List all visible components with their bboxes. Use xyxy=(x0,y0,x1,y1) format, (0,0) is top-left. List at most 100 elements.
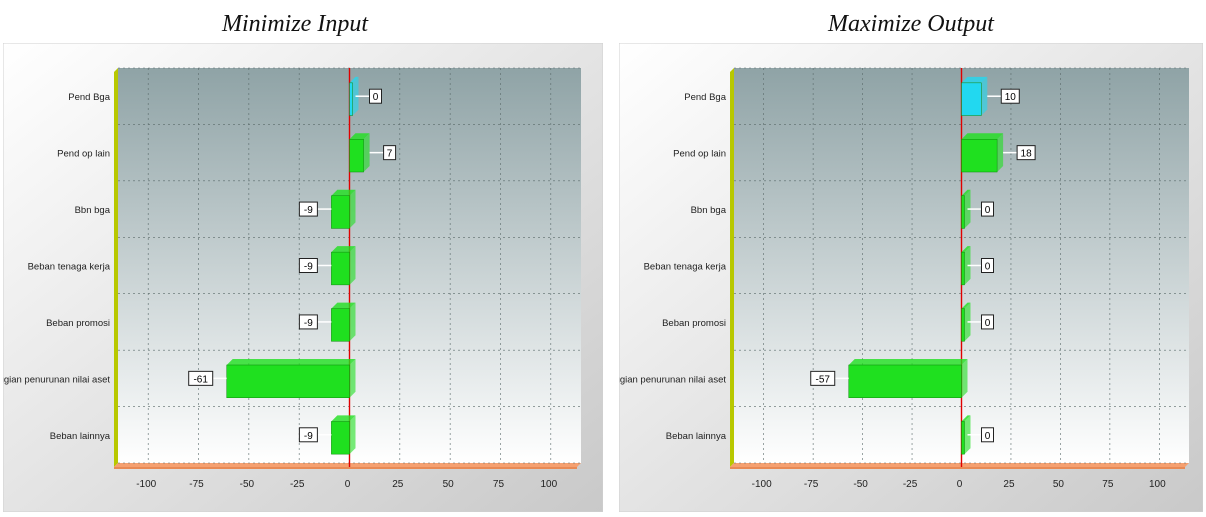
bar-front-face xyxy=(226,364,350,398)
category-label-beban-tenaga-kerja: Beban tenaga kerja xyxy=(28,262,111,273)
bar-top-face xyxy=(349,133,370,140)
data-label-box xyxy=(810,370,836,386)
bar-top-face xyxy=(961,246,971,253)
data-label-box xyxy=(298,314,318,330)
x-tick-label: -75 xyxy=(189,479,204,490)
bar-top-face xyxy=(848,358,968,365)
data-label: 0 xyxy=(985,318,991,329)
bar-top-face xyxy=(331,302,356,309)
bar-front-face xyxy=(961,139,998,173)
x-tick-label: -100 xyxy=(752,479,772,490)
bar-top-face xyxy=(961,133,1004,140)
category-label-beban-promosi: Beban promosi xyxy=(662,318,726,329)
x-tick-label: 75 xyxy=(1102,479,1114,490)
bar-front-face xyxy=(961,195,965,229)
bar-kerugian-penurunan-nilai-aset xyxy=(226,358,356,398)
category-label-beban-tenaga-kerja: Beban tenaga kerja xyxy=(644,262,727,273)
data-label: 0 xyxy=(985,205,991,216)
x-tick-label: -100 xyxy=(136,479,156,490)
data-label: -9 xyxy=(304,318,313,329)
bar-pend-bga xyxy=(961,76,988,116)
bar-top-face xyxy=(331,246,356,253)
bar-front-face xyxy=(349,139,364,173)
data-label: -9 xyxy=(304,262,313,273)
bar-front-face xyxy=(961,421,965,455)
bar-side-face xyxy=(349,358,356,398)
bar-beban-promosi xyxy=(331,302,356,342)
data-label-box xyxy=(981,427,994,443)
axis-floor-edge xyxy=(114,467,577,469)
x-tick-label: 0 xyxy=(957,479,963,490)
category-label-kerugian-penurunan-nilai-aset: Kerugian penurunan nilai aset xyxy=(3,374,110,385)
x-tick-label: -50 xyxy=(240,479,255,490)
category-label-pend-bga: Pend Bga xyxy=(684,92,726,103)
category-label-pend-op-lain: Pend op lain xyxy=(673,149,726,160)
x-tick-label: 0 xyxy=(345,479,351,490)
bar-front-face xyxy=(961,308,965,342)
data-label-box xyxy=(298,201,318,217)
bar-side-face xyxy=(961,358,968,398)
data-label: -61 xyxy=(193,374,208,385)
bar-top-face xyxy=(961,415,971,422)
x-tick-label: 25 xyxy=(1003,479,1015,490)
bar-pend-op-lain xyxy=(349,133,370,173)
category-label-beban-promosi: Beban promosi xyxy=(46,318,110,329)
bar-side-face xyxy=(349,246,356,285)
bar-front-face xyxy=(848,364,962,398)
bar-front-face xyxy=(331,251,350,286)
category-label-beban-lainnya: Beban lainnya xyxy=(666,431,727,442)
data-label: 7 xyxy=(387,149,393,160)
bar-side-face xyxy=(997,133,1004,173)
data-label-box xyxy=(298,427,318,443)
bar-front-face xyxy=(961,251,965,286)
data-label-box xyxy=(981,258,994,273)
data-label-box xyxy=(188,370,214,386)
data-label-box xyxy=(369,88,382,104)
data-label: 10 xyxy=(1005,92,1017,103)
right-chart-panel: -100 -75 -50 -25 0 25 50 75 100 Pend Bga 10 Pend op… xyxy=(600,42,1204,513)
x-tick-label: 100 xyxy=(1149,479,1166,490)
data-label: -57 xyxy=(816,374,831,385)
bar-side-face xyxy=(349,415,356,455)
data-label: 18 xyxy=(1021,149,1033,160)
bar-side-face xyxy=(349,189,356,229)
data-label: 0 xyxy=(985,431,991,442)
bar-front-face xyxy=(331,195,350,229)
right-chart-title: Maximize Output xyxy=(828,11,994,37)
bar-bbn-bga xyxy=(331,189,356,229)
bar-beban-tenaga-kerja xyxy=(331,246,356,286)
data-label: 0 xyxy=(985,262,991,273)
x-tick-label: -25 xyxy=(903,479,918,490)
right-chart: -100 -75 -50 -25 0 25 50 75 100 Pend Bga 10 Pend op… xyxy=(600,42,1204,513)
x-tick-label: 50 xyxy=(443,479,455,490)
category-label-beban-lainnya: Beban lainnya xyxy=(50,431,111,442)
x-tick-label: -25 xyxy=(290,479,305,490)
axis-floor-edge xyxy=(730,467,1185,469)
bar-top-face xyxy=(961,189,971,196)
category-label-pend-bga: Pend Bga xyxy=(68,92,110,103)
left-wall xyxy=(730,68,734,467)
data-label: -9 xyxy=(304,431,313,442)
bar-beban-lainnya xyxy=(331,415,356,455)
left-chart-title: Minimize Input xyxy=(222,11,368,37)
category-label-kerugian-penurunan-nilai-aset: Kerugian penurunan nilai aset xyxy=(619,374,726,385)
data-label-box xyxy=(1000,88,1020,104)
left-chart: -100 -75 -50 -25 0 25 50 75 100 Pend Bga 0 Pend op … xyxy=(0,42,604,513)
x-tick-label: -50 xyxy=(853,479,868,490)
category-label-bbn-bga: Bbn bga xyxy=(75,205,111,216)
x-tick-label: 75 xyxy=(493,479,505,490)
axis-floor xyxy=(114,463,581,467)
data-label-box xyxy=(981,201,994,217)
bar-top-face xyxy=(331,189,356,196)
bar-side-face xyxy=(349,302,356,342)
data-label: -9 xyxy=(304,205,313,216)
bar-top-face xyxy=(961,302,971,309)
bar-front-face xyxy=(331,421,350,455)
bar-top-face xyxy=(961,76,988,83)
data-label-box xyxy=(1016,145,1036,161)
bar-top-face xyxy=(331,415,356,422)
x-tick-label: 50 xyxy=(1053,479,1065,490)
bar-pend-op-lain xyxy=(961,133,1004,173)
data-label-box xyxy=(383,145,397,161)
bar-front-face xyxy=(961,82,982,116)
